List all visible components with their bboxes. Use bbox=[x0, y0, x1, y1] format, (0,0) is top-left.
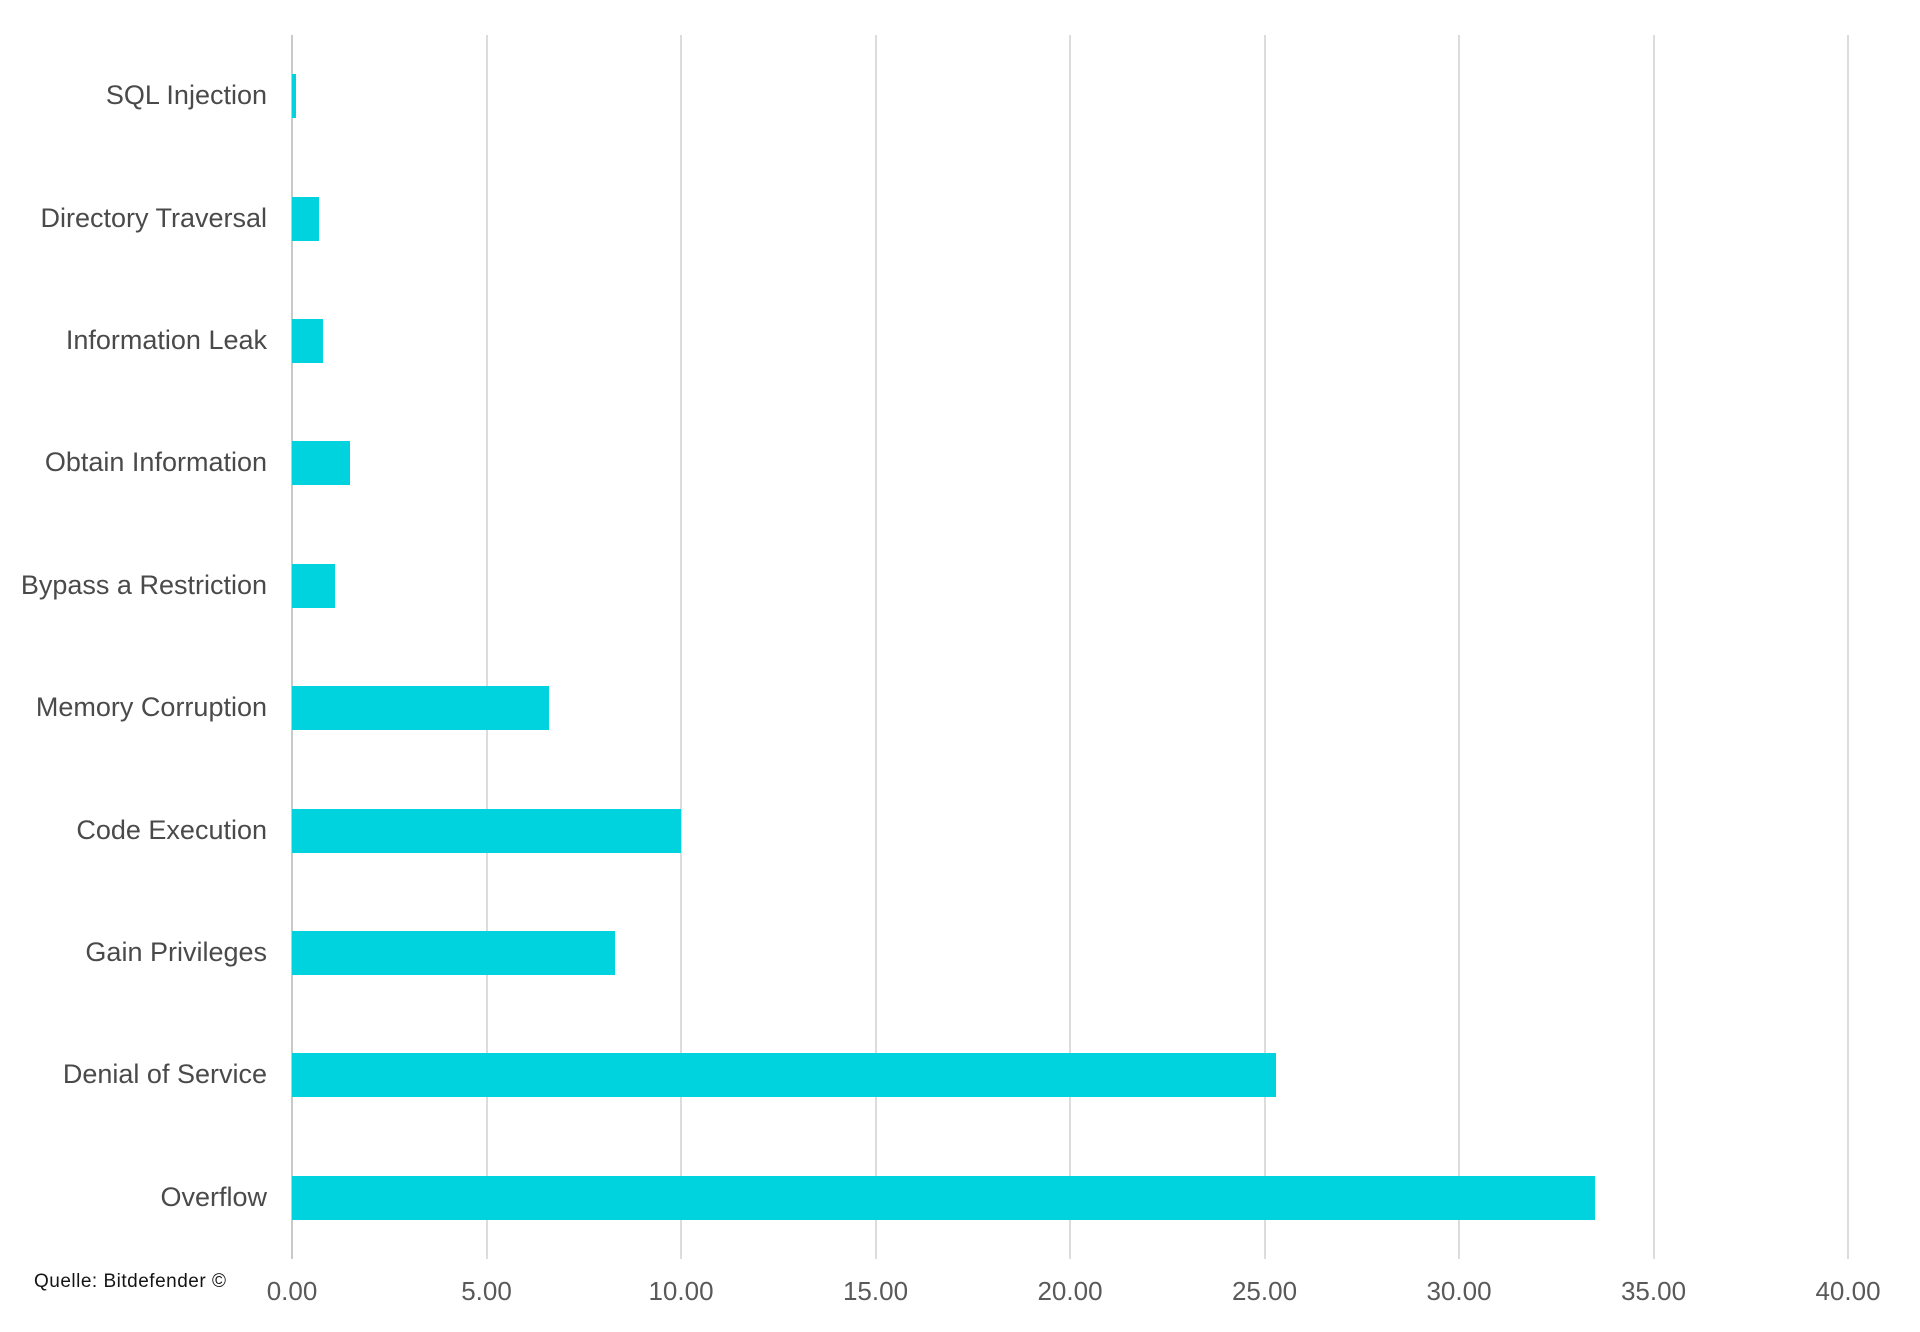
bar-information-leak bbox=[292, 319, 324, 363]
plot-area bbox=[291, 35, 1849, 1259]
y-label-gain-privileges: Gain Privileges bbox=[85, 937, 267, 968]
y-label-bypass-a-restriction: Bypass a Restriction bbox=[20, 569, 267, 600]
gridline-35.00 bbox=[1652, 35, 1655, 1259]
gridline-30.00 bbox=[1458, 35, 1460, 1259]
y-label-denial-of-service: Denial of Service bbox=[62, 1059, 267, 1090]
y-label-obtain-information: Obtain Information bbox=[44, 447, 267, 478]
gridline-10.00 bbox=[680, 35, 682, 1259]
x-axis-labels: 0.00 5.00 10.00 15.00 20.00 25.00 30.00 35.00 40… bbox=[267, 1262, 1881, 1322]
x-tick-label-35.00: 35.00 bbox=[1620, 1276, 1687, 1306]
bar-denial-of-service bbox=[292, 1053, 1277, 1098]
bar-overflow bbox=[292, 1175, 1596, 1220]
bar-directory-traversal bbox=[292, 196, 320, 241]
gridline-5.00 bbox=[485, 35, 488, 1259]
y-axis-labels: SQL Injection Directory Traversal Informat… bbox=[0, 35, 292, 1259]
y-label-overflow: Overflow bbox=[160, 1181, 267, 1212]
x-tick-label-0.00: 0.00 bbox=[266, 1276, 318, 1306]
y-label-code-execution: Code Execution bbox=[76, 814, 267, 845]
x-tick-label-25.00: 25.00 bbox=[1231, 1276, 1298, 1306]
gridline-40.00 bbox=[1847, 35, 1849, 1259]
bar-gain-privileges bbox=[292, 931, 615, 975]
gridline-15.00 bbox=[874, 35, 877, 1259]
x-tick-label-20.00: 20.00 bbox=[1037, 1276, 1103, 1306]
x-tick-label-5.00: 5.00 bbox=[461, 1276, 512, 1306]
bar-obtain-information bbox=[292, 441, 351, 486]
bar-memory-corruption bbox=[292, 686, 549, 731]
bar-bypass-a-restriction bbox=[292, 563, 335, 608]
gridline-25.00 bbox=[1263, 35, 1266, 1259]
gridline-0.00 bbox=[291, 35, 293, 1259]
y-label-information-leak: Information Leak bbox=[65, 325, 267, 356]
bar-code-execution bbox=[292, 808, 681, 853]
x-tick-label-15.00: 15.00 bbox=[842, 1276, 909, 1306]
gridline-20.00 bbox=[1069, 35, 1071, 1259]
y-label-sql-injection: SQL Injection bbox=[105, 80, 267, 111]
x-tick-label-30.00: 30.00 bbox=[1426, 1276, 1492, 1306]
bar-sql-injection bbox=[292, 74, 296, 119]
y-label-memory-corruption: Memory Corruption bbox=[35, 692, 267, 723]
y-label-directory-traversal: Directory Traversal bbox=[40, 202, 267, 233]
x-tick-label-40.00: 40.00 bbox=[1815, 1276, 1881, 1306]
source-credit: Quelle: Bitdefender © bbox=[34, 1271, 227, 1292]
x-tick-label-10.00: 10.00 bbox=[648, 1276, 714, 1306]
